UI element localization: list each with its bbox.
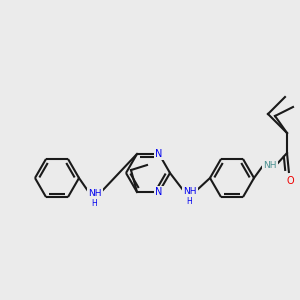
Text: N: N <box>155 187 163 197</box>
Text: NH: NH <box>183 188 197 196</box>
Text: NH: NH <box>88 188 102 197</box>
Text: H: H <box>186 197 192 206</box>
Text: NH: NH <box>263 160 277 169</box>
Text: N: N <box>155 149 163 159</box>
Text: H: H <box>91 199 97 208</box>
Text: O: O <box>286 176 294 186</box>
